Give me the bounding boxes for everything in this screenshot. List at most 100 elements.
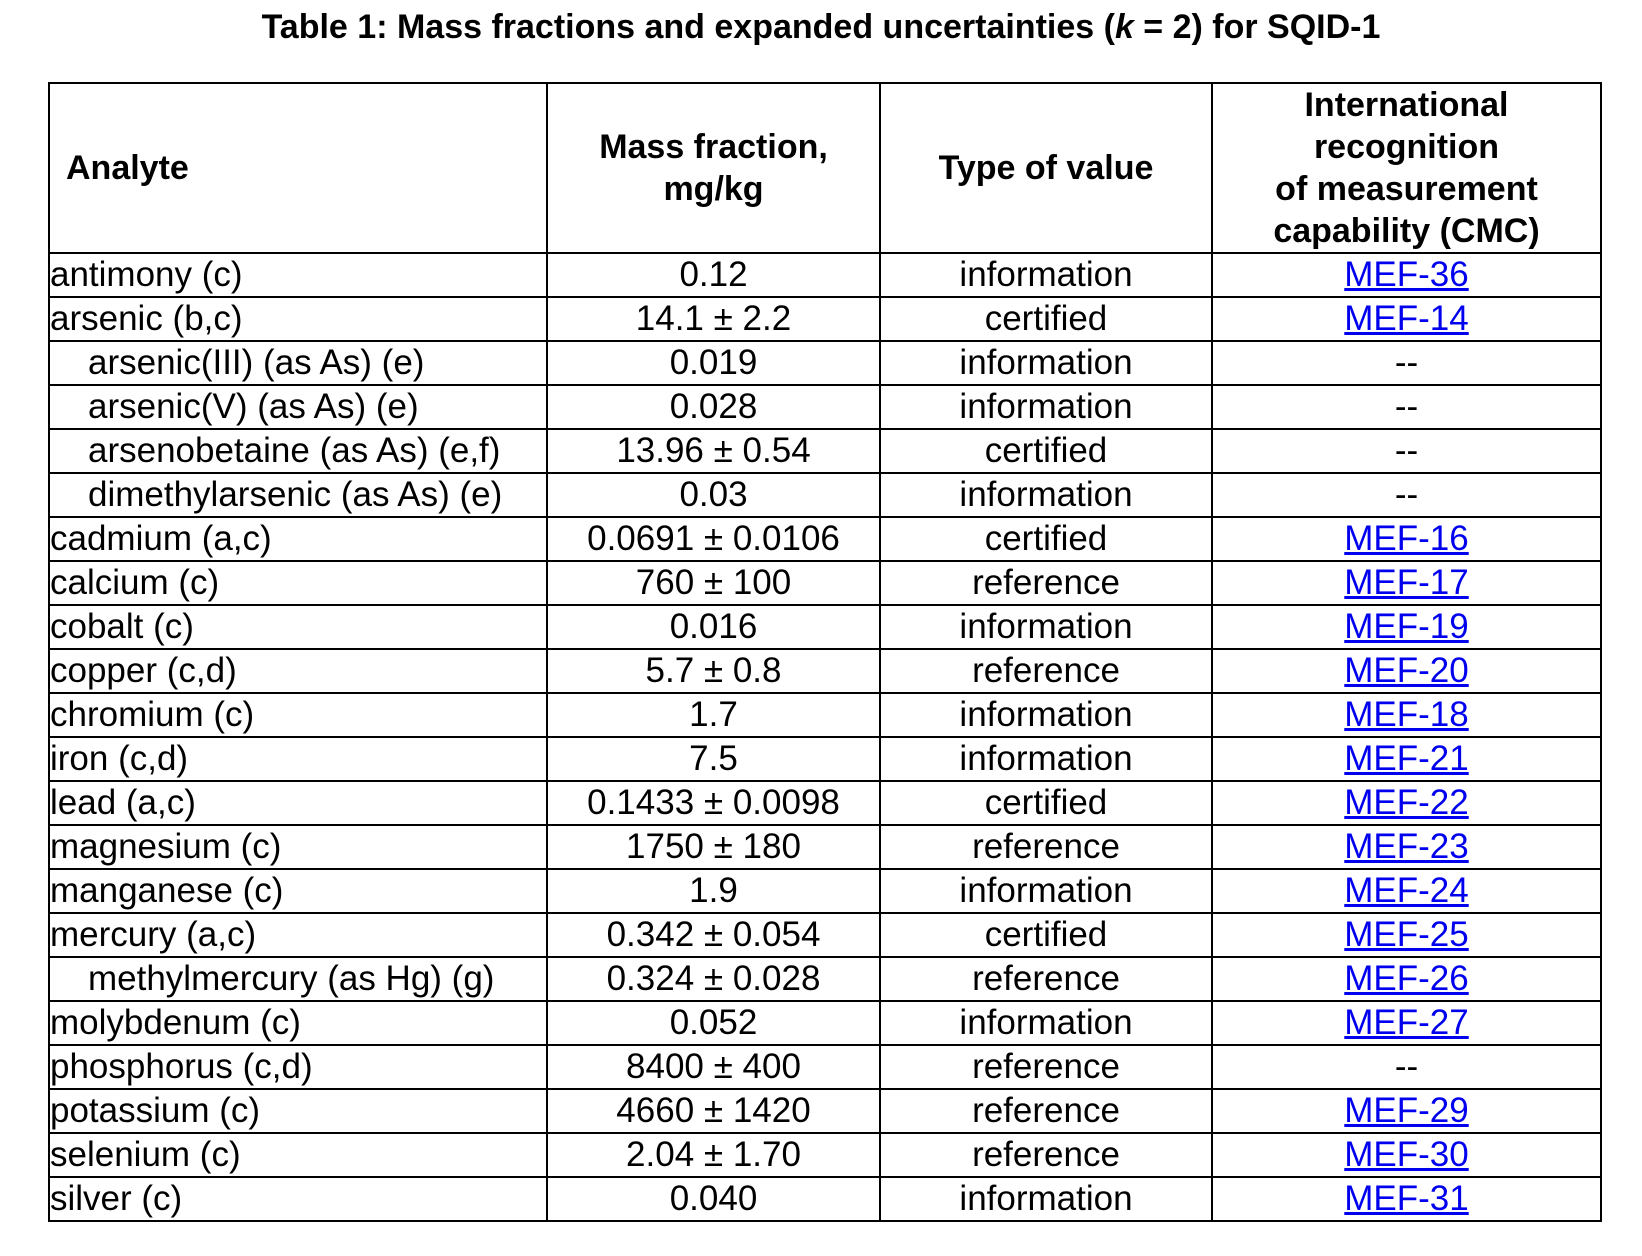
mass-fraction-cell: 1.9 <box>546 868 881 914</box>
mass-fraction-cell: 7.5 <box>546 736 881 782</box>
analyte-cell: antimony (c) <box>48 252 548 298</box>
table-row: arsenobetaine (as As) (e,f) 13.96 ± 0.54 c… <box>48 428 1602 474</box>
table-row: mercury (a,c) 0.342 ± 0.054 certified MEF-2… <box>48 912 1602 958</box>
table-row: manganese (c) 1.9 information MEF-24 <box>48 868 1602 914</box>
type-of-value-cell: certified <box>879 428 1213 474</box>
cmc-link[interactable]: MEF-29 <box>1344 1091 1469 1130</box>
cmc-none: -- <box>1394 431 1419 470</box>
cmc-cell: MEF-14 <box>1211 296 1602 342</box>
analyte-cell: arsenobetaine (as As) (e,f) <box>48 428 548 474</box>
type-of-value-cell: information <box>879 604 1213 650</box>
cmc-none: -- <box>1394 387 1419 426</box>
analyte-cell: arsenic (b,c) <box>48 296 548 342</box>
table-row: chromium (c) 1.7 information MEF-18 <box>48 692 1602 738</box>
cmc-link[interactable]: MEF-21 <box>1344 739 1469 778</box>
cmc-cell: -- <box>1211 1044 1602 1090</box>
type-of-value-cell: reference <box>879 1044 1213 1090</box>
analyte-cell: arsenic(V) (as As) (e) <box>48 384 548 430</box>
table-row: cobalt (c) 0.016 information MEF-19 <box>48 604 1602 650</box>
mass-fraction-cell: 2.04 ± 1.70 <box>546 1132 881 1178</box>
mass-fraction-cell: 8400 ± 400 <box>546 1044 881 1090</box>
mass-fraction-cell: 14.1 ± 2.2 <box>546 296 881 342</box>
type-of-value-cell: reference <box>879 560 1213 606</box>
cmc-link[interactable]: MEF-23 <box>1344 827 1469 866</box>
type-of-value-cell: reference <box>879 824 1213 870</box>
type-of-value-cell: information <box>879 736 1213 782</box>
analyte-cell: phosphorus (c,d) <box>48 1044 548 1090</box>
header-type-of-value: Type of value <box>879 82 1213 254</box>
cmc-link[interactable]: MEF-22 <box>1344 783 1469 822</box>
cmc-link[interactable]: MEF-16 <box>1344 519 1469 558</box>
type-of-value-cell: information <box>879 472 1213 518</box>
type-of-value-cell: reference <box>879 956 1213 1002</box>
mass-fraction-cell: 760 ± 100 <box>546 560 881 606</box>
analyte-cell: lead (a,c) <box>48 780 548 826</box>
cmc-cell: MEF-25 <box>1211 912 1602 958</box>
cmc-link[interactable]: MEF-19 <box>1344 607 1469 646</box>
type-of-value-cell: reference <box>879 1132 1213 1178</box>
cmc-cell: MEF-16 <box>1211 516 1602 562</box>
analyte-cell: molybdenum (c) <box>48 1000 548 1046</box>
cmc-link[interactable]: MEF-30 <box>1344 1135 1469 1174</box>
header-mass-fraction-line: Mass fraction, <box>599 128 828 166</box>
cmc-cell: MEF-27 <box>1211 1000 1602 1046</box>
mass-fraction-cell: 0.12 <box>546 252 881 298</box>
header-cmc-line: recognition <box>1313 128 1500 166</box>
cmc-cell: MEF-19 <box>1211 604 1602 650</box>
cmc-link[interactable]: MEF-18 <box>1344 695 1469 734</box>
type-of-value-cell: information <box>879 340 1213 386</box>
analyte-cell: methylmercury (as Hg) (g) <box>48 956 548 1002</box>
cmc-link[interactable]: MEF-26 <box>1344 959 1469 998</box>
mass-fraction-table: Analyte Mass fraction, mg/kg Type of val… <box>48 82 1602 1222</box>
cmc-cell: MEF-18 <box>1211 692 1602 738</box>
table-row: methylmercury (as Hg) (g) 0.324 ± 0.028 re… <box>48 956 1602 1002</box>
table-row: antimony (c) 0.12 information MEF-36 <box>48 252 1602 298</box>
cmc-none: -- <box>1394 343 1419 382</box>
mass-fraction-cell: 0.342 ± 0.054 <box>546 912 881 958</box>
table-row: copper (c,d) 5.7 ± 0.8 reference MEF-20 <box>48 648 1602 694</box>
header-cmc-line: International <box>1304 86 1509 124</box>
table-title: Table 1: Mass fractions and expanded unc… <box>0 8 1642 47</box>
type-of-value-cell: certified <box>879 296 1213 342</box>
table-row: silver (c) 0.040 information MEF-31 <box>48 1176 1602 1222</box>
cmc-cell: -- <box>1211 340 1602 386</box>
type-of-value-cell: certified <box>879 516 1213 562</box>
table-row: iron (c,d) 7.5 information MEF-21 <box>48 736 1602 782</box>
cmc-link[interactable]: MEF-31 <box>1344 1179 1469 1218</box>
cmc-link[interactable]: MEF-27 <box>1344 1003 1469 1042</box>
cmc-link[interactable]: MEF-24 <box>1344 871 1469 910</box>
cmc-cell: MEF-30 <box>1211 1132 1602 1178</box>
cmc-link[interactable]: MEF-25 <box>1344 915 1469 954</box>
cmc-cell: MEF-17 <box>1211 560 1602 606</box>
cmc-cell: MEF-26 <box>1211 956 1602 1002</box>
cmc-link[interactable]: MEF-20 <box>1344 651 1469 690</box>
title-suffix: = 2) for SQID-1 <box>1133 8 1381 46</box>
analyte-cell: arsenic(III) (as As) (e) <box>48 340 548 386</box>
cmc-cell: -- <box>1211 428 1602 474</box>
header-mass-fraction: Mass fraction, mg/kg <box>546 82 881 254</box>
table-row: calcium (c) 760 ± 100 reference MEF-17 <box>48 560 1602 606</box>
cmc-link[interactable]: MEF-36 <box>1344 255 1469 294</box>
analyte-cell: silver (c) <box>48 1176 548 1222</box>
table-row: magnesium (c) 1750 ± 180 reference MEF-23 <box>48 824 1602 870</box>
cmc-link[interactable]: MEF-17 <box>1344 563 1469 602</box>
table-row: phosphorus (c,d) 8400 ± 400 reference -- <box>48 1044 1602 1090</box>
mass-fraction-cell: 0.1433 ± 0.0098 <box>546 780 881 826</box>
analyte-cell: magnesium (c) <box>48 824 548 870</box>
header-mass-fraction-line: mg/kg <box>663 170 764 208</box>
cmc-cell: MEF-22 <box>1211 780 1602 826</box>
analyte-cell: dimethylarsenic (as As) (e) <box>48 472 548 518</box>
type-of-value-cell: certified <box>879 912 1213 958</box>
analyte-cell: potassium (c) <box>48 1088 548 1134</box>
analyte-cell: chromium (c) <box>48 692 548 738</box>
mass-fraction-cell: 5.7 ± 0.8 <box>546 648 881 694</box>
type-of-value-cell: information <box>879 868 1213 914</box>
mass-fraction-cell: 0.028 <box>546 384 881 430</box>
mass-fraction-cell: 0.324 ± 0.028 <box>546 956 881 1002</box>
cmc-link[interactable]: MEF-14 <box>1344 299 1469 338</box>
type-of-value-cell: reference <box>879 648 1213 694</box>
mass-fraction-cell: 13.96 ± 0.54 <box>546 428 881 474</box>
cmc-cell: MEF-36 <box>1211 252 1602 298</box>
table-row: selenium (c) 2.04 ± 1.70 reference MEF-30 <box>48 1132 1602 1178</box>
mass-fraction-cell: 0.052 <box>546 1000 881 1046</box>
